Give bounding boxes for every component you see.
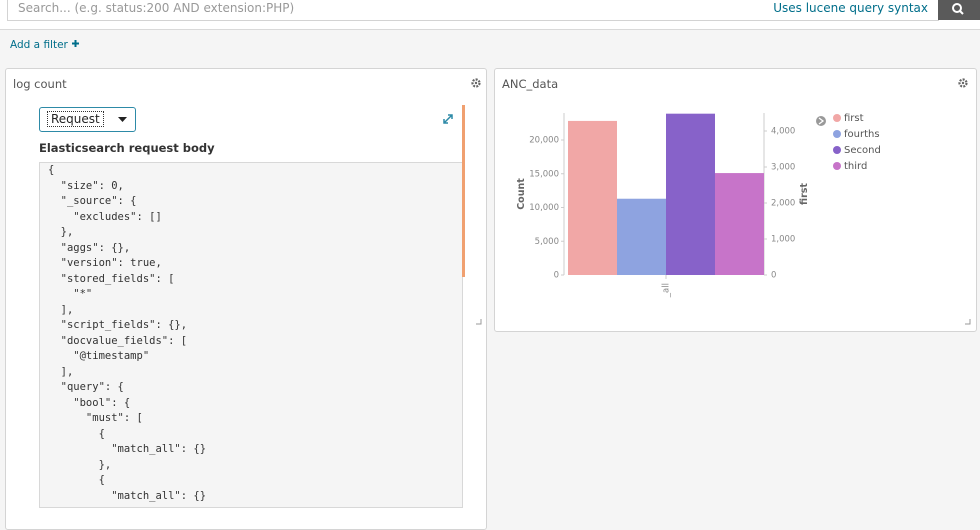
- scrollbar[interactable]: [462, 105, 465, 277]
- y-tick-label: 15,000: [529, 169, 559, 179]
- bar: [666, 113, 715, 275]
- legend-label: fourths: [844, 129, 880, 140]
- code-line: "aggs": {},: [48, 241, 131, 254]
- code-line: "@timestamp": [48, 350, 150, 362]
- search-button[interactable]: [938, 0, 980, 20]
- code-line: "version": true,: [48, 257, 162, 269]
- search-icon: [952, 3, 964, 15]
- view-dropdown[interactable]: Request: [39, 107, 136, 132]
- y2-tick-label: 3,000: [771, 163, 795, 173]
- query-bar: Search... (e.g. status:200 AND extension…: [0, 0, 980, 30]
- code-line: ],: [48, 303, 74, 316]
- search-placeholder: Search... (e.g. status:200 AND extension…: [18, 1, 295, 15]
- bar: [715, 173, 764, 275]
- code-line: "docvalue_fields": [: [48, 334, 188, 347]
- code-line: "*": [48, 288, 93, 300]
- legend-toggle-arrow: [818, 117, 825, 125]
- y-tick-label: 20,000: [529, 136, 559, 146]
- caret-icon: [118, 117, 127, 122]
- code-line: "size": 0,: [48, 179, 124, 192]
- log-count-panel: log count Request Elasticsearch request …: [5, 68, 487, 530]
- code-line: "must": [: [48, 412, 143, 424]
- syntax-link[interactable]: Uses lucene query syntax: [773, 1, 928, 15]
- request-code: { "size": 0, "_source": { "excludes": []…: [39, 162, 463, 508]
- legend-toggle[interactable]: [816, 116, 826, 126]
- y2-tick-label: 2,000: [771, 199, 795, 209]
- legend-label: Second: [844, 145, 881, 156]
- legend-swatch: [833, 162, 841, 170]
- code-line: "bool": {: [48, 396, 131, 409]
- plus-icon: [72, 40, 80, 47]
- legend-label: third: [844, 161, 867, 172]
- bar: [568, 120, 617, 275]
- panel-title: ANC_data: [502, 77, 559, 91]
- y2-tick-label: 0: [771, 271, 776, 281]
- code-line: {: [48, 164, 55, 176]
- search-input[interactable]: Search... (e.g. status:200 AND extension…: [7, 0, 939, 21]
- code-line: },: [48, 226, 74, 238]
- gear-icon[interactable]: [471, 78, 481, 88]
- chart: Count first 0 5,000 10,000 15,000 20,000 0 1,0…: [516, 113, 971, 325]
- gear-icon[interactable]: [958, 78, 968, 88]
- legend-swatch: [833, 130, 841, 138]
- y2-axis-title: first: [799, 183, 810, 205]
- code-line: "stored_fields": [: [48, 272, 175, 285]
- code-line: "script_fields": {},: [48, 319, 188, 331]
- x-tick-label: _all: [662, 283, 672, 298]
- code-line: {: [48, 474, 105, 486]
- request-heading: Elasticsearch request body: [39, 141, 215, 155]
- y-tick-label: 10,000: [529, 203, 559, 213]
- add-filter-label: Add a filter: [10, 39, 68, 51]
- add-filter[interactable]: Add a filter: [10, 39, 80, 51]
- dropdown-label: Request: [47, 111, 104, 127]
- code-line: "_source": {: [48, 195, 137, 207]
- resize-handle[interactable]: [965, 319, 971, 325]
- resize-handle[interactable]: [476, 319, 482, 325]
- y-axis-title: Count: [516, 178, 527, 210]
- y-tick-label: 5,000: [535, 237, 559, 247]
- anc-data-panel: ANC_data Count first 0 5,000 10,000 15,000 2…: [494, 68, 977, 332]
- y-tick-label: 0: [554, 271, 559, 281]
- bar: [617, 198, 666, 275]
- code-line: ],: [48, 365, 74, 378]
- y2-tick-label: 1,000: [771, 235, 795, 245]
- expand-icon[interactable]: [443, 114, 453, 124]
- panel-title: log count: [13, 77, 67, 91]
- code-line: "excludes": []: [48, 210, 162, 223]
- legend-swatch: [833, 146, 841, 154]
- code-line: "match_all": {}: [48, 443, 207, 455]
- y2-tick-label: 4,000: [771, 127, 795, 137]
- legend-swatch: [833, 114, 841, 122]
- code-line: "match_all": {}: [48, 489, 207, 502]
- code-line: },: [48, 458, 112, 471]
- code-line: {: [48, 427, 105, 440]
- code-line: "query": {: [48, 381, 124, 393]
- legend-label: first: [844, 113, 864, 124]
